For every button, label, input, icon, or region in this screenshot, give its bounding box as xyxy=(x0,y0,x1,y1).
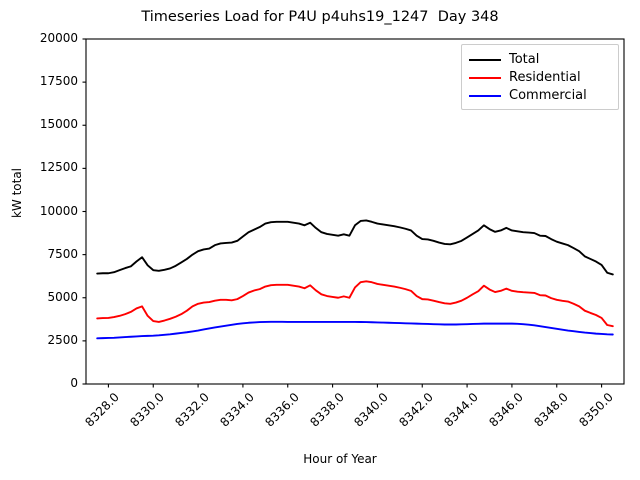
y-tick-label: 15000 xyxy=(39,117,78,132)
y-tick-marks xyxy=(82,38,86,385)
y-tick-label: 10000 xyxy=(39,203,78,218)
y-tick-label: 20000 xyxy=(39,31,78,45)
legend-label: Total xyxy=(509,52,540,67)
legend-label: Residential xyxy=(509,70,581,85)
legend-label: Commercial xyxy=(509,88,587,103)
y-tick-label: 12500 xyxy=(39,160,78,175)
x-axis-label: Hour of Year xyxy=(303,452,377,466)
y-tick-label: 5000 xyxy=(47,289,78,304)
x-tick-marks xyxy=(107,384,603,388)
y-axis-label: kW total xyxy=(10,167,24,219)
series-line-total xyxy=(96,219,614,276)
y-tick-label: 0 xyxy=(70,376,78,390)
y-tick-label: 7500 xyxy=(47,246,78,261)
legend-swatch-residential-icon xyxy=(469,77,501,79)
y-tick-label: 17500 xyxy=(39,74,78,89)
legend-swatch-total-icon xyxy=(469,59,501,61)
chart-legend: Total Residential Commercial xyxy=(461,44,619,110)
legend-item-total[interactable]: Total xyxy=(469,51,539,69)
legend-swatch-commercial-icon xyxy=(469,95,501,97)
legend-item-commercial[interactable]: Commercial xyxy=(469,87,587,105)
series-line-residential xyxy=(96,280,614,328)
series-lines xyxy=(96,219,614,340)
series-line-commercial xyxy=(96,320,614,340)
y-tick-label: 2500 xyxy=(47,332,78,347)
legend-item-residential[interactable]: Residential xyxy=(469,69,581,87)
chart-title: Timeseries Load for P4U p4uhs19_1247 Day… xyxy=(141,9,499,25)
